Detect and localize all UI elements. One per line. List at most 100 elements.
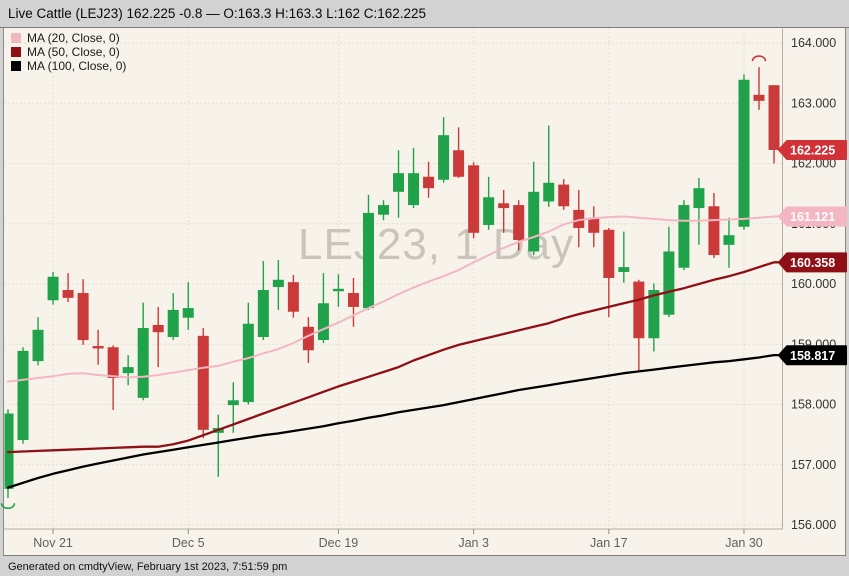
candle-nov-23[interactable] [77,279,89,345]
y-axis[interactable]: 164.000163.000162.000161.000160.000159.0… [791,36,836,532]
candle-nov-29[interactable] [122,355,134,386]
candle-jan-17[interactable] [603,227,615,318]
candle-nov-25[interactable] [92,329,104,365]
candle-jan-18[interactable] [618,231,630,283]
candle-nov-28[interactable] [107,345,119,410]
x-axis-label: Dec 19 [319,536,359,550]
price-badge-160.358: 160.358 [778,252,847,273]
swing-markers [0,55,767,510]
candle-nov-21[interactable] [47,271,59,305]
y-axis-label: 164.000 [791,36,836,50]
candle-dec-30[interactable] [453,127,465,178]
candle-dec-28[interactable] [423,161,435,198]
ma50-line [6,261,783,454]
candle-dec-5[interactable] [182,282,194,330]
candle-nov-30[interactable] [137,302,149,401]
candle-jan-19[interactable] [633,279,645,371]
price-badge-162.225: 162.225 [778,139,847,160]
candle-dec-15[interactable] [302,317,314,363]
candle-jan-11[interactable] [558,179,570,210]
arc-above-icon [751,55,767,62]
ma20-swatch-icon [11,33,21,43]
x-axis[interactable]: Nov 21 Dec 5 Dec 19 Jan 3 Jan 17 Jan 30 [33,529,763,550]
y-axis-label: 157.000 [791,458,836,472]
footer-bar: Generated on cmdtyView, February 1st 202… [0,557,849,576]
candle-dec-13[interactable] [272,259,284,310]
candle-dec-20[interactable] [347,277,359,327]
axis-separators [3,28,783,530]
candle-dec-21[interactable] [362,194,374,310]
ma-lines [6,215,783,489]
generated-timestamp: Generated on cmdtyView, February 1st 202… [8,561,288,573]
svg-text:158.817: 158.817 [790,349,835,363]
x-axis-label: Jan 17 [590,536,628,550]
arc-below-icon [0,503,16,510]
candle-jan-10[interactable] [543,125,555,207]
candle-dec-22[interactable] [378,200,389,221]
candle-dec-16[interactable] [317,273,329,344]
ma100-line [6,353,783,489]
candle-dec-1[interactable] [152,306,164,368]
candles [3,67,780,498]
y-axis-label: 158.000 [791,398,836,412]
x-axis-label: Nov 21 [33,536,73,550]
candle-dec-2[interactable] [167,293,179,341]
candle-jan-13[interactable] [588,206,600,248]
y-axis-label: 156.000 [791,518,836,532]
ma-legend: MA (20, Close, 0) MA (50, Close, 0) MA (… [11,31,126,73]
candle-jan-3[interactable] [468,162,480,239]
price-badges: 162.225 161.121 160.358 158.817 [778,139,847,366]
candle-dec-7[interactable] [212,414,224,477]
y-axis-label: 162.000 [791,157,836,171]
chart-area-background [3,28,846,556]
candle-nov-16[interactable] [3,409,14,498]
symbol-watermark: LEJ23, 1 Day [298,220,575,269]
candle-nov-17[interactable] [17,347,29,444]
gridlines [4,28,783,529]
candle-jan-25[interactable] [693,177,705,245]
candle-jan-24[interactable] [678,200,690,271]
svg-text:162.225: 162.225 [790,143,835,157]
price-badge-158.817: 158.817 [778,345,847,366]
ma20-line [7,215,783,383]
candle-dec-6[interactable] [197,327,209,439]
ma100-label: MA (100, Close, 0) [27,59,127,73]
candle-dec-29[interactable] [438,117,450,183]
candle-dec-9[interactable] [242,302,254,405]
svg-text:160.358: 160.358 [790,256,835,270]
y-axis-label: 160.000 [791,277,836,291]
x-axis-label: Jan 3 [458,536,489,550]
price-badge-161.121: 161.121 [778,206,847,227]
ma50-label: MA (50, Close, 0) [27,45,120,59]
candle-nov-22[interactable] [62,273,74,303]
ma50-swatch-icon [11,47,21,57]
title-bar: Live Cattle (LEJ23) 162.225 -0.8 — O:163… [0,0,849,28]
x-axis-label: Dec 5 [172,536,205,550]
x-axis-label: Jan 30 [725,536,763,550]
candle-dec-27[interactable] [408,147,420,209]
candle-nov-18[interactable] [32,317,44,366]
candle-jan-23[interactable] [663,226,675,318]
legend-row-ma100: MA (100, Close, 0) [11,59,126,73]
candle-jan-5[interactable] [498,190,510,233]
candle-jan-4[interactable] [483,176,495,230]
svg-text:161.121: 161.121 [790,210,835,224]
candle-dec-12[interactable] [257,261,269,341]
candle-dec-23[interactable] [393,150,405,218]
chart-title: Live Cattle (LEJ23) 162.225 -0.8 — O:163… [8,6,427,21]
legend-row-ma20: MA (20, Close, 0) [11,31,126,45]
candle-jan-9[interactable] [528,161,540,256]
ma20-label: MA (20, Close, 0) [27,31,120,45]
candle-feb-1[interactable] [768,85,780,164]
legend-row-ma50: MA (50, Close, 0) [11,45,126,59]
candle-jan-12[interactable] [573,190,585,248]
candle-dec-19[interactable] [332,274,344,307]
candle-dec-14[interactable] [287,274,299,318]
candle-jan-26[interactable] [708,193,720,259]
candle-jan-27[interactable] [723,217,735,268]
candle-jan-31[interactable] [753,67,765,110]
candle-jan-30[interactable] [738,74,750,230]
y-axis-label: 163.000 [791,96,836,110]
ma100-swatch-icon [11,61,21,71]
